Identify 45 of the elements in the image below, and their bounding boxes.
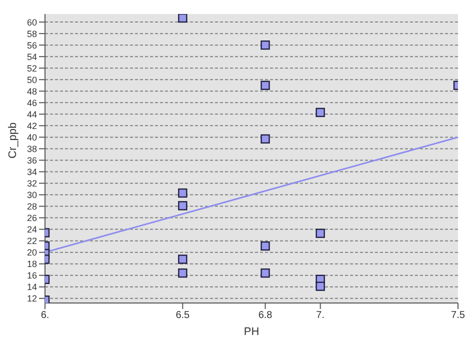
y-tick-label: 18 bbox=[26, 259, 37, 270]
y-tick-label: 50 bbox=[26, 74, 37, 85]
y-tick-label: 12 bbox=[26, 294, 37, 304]
y-tick-label: 24 bbox=[26, 224, 37, 235]
y-tick-label: 22 bbox=[26, 236, 37, 246]
point bbox=[178, 188, 188, 198]
y-axis-title: Cr_ppb bbox=[6, 122, 19, 158]
y-tick-label: 32 bbox=[26, 178, 37, 188]
point bbox=[178, 254, 188, 264]
point bbox=[260, 80, 270, 90]
y-tick-label: 42 bbox=[26, 120, 37, 131]
y-tick-label: 28 bbox=[26, 201, 37, 212]
y-tick-label: 34 bbox=[26, 166, 37, 177]
y-tick-label: 14 bbox=[26, 282, 37, 292]
point bbox=[260, 134, 270, 144]
y-tick-label: 52 bbox=[26, 63, 37, 74]
y-tick-label: 60 bbox=[26, 17, 37, 28]
y-tick-label: 38 bbox=[26, 144, 37, 154]
y-tick-label: 48 bbox=[26, 86, 37, 96]
point bbox=[316, 228, 325, 238]
y-tick-label: 40 bbox=[26, 132, 37, 142]
y-tick-label: 30 bbox=[26, 190, 37, 200]
y-tick-label: 46 bbox=[26, 98, 37, 108]
x-tick-label: 7.5 bbox=[451, 310, 466, 322]
point bbox=[260, 241, 270, 251]
point bbox=[178, 14, 188, 23]
point bbox=[178, 268, 188, 278]
point bbox=[260, 40, 270, 50]
point bbox=[316, 282, 325, 291]
x-tick-label: 7. bbox=[316, 310, 325, 322]
y-tick-label: 16 bbox=[26, 270, 37, 281]
x-tick-label: 6.8 bbox=[258, 310, 273, 322]
y-tick-label: 26 bbox=[26, 212, 37, 223]
x-axis-title: PH bbox=[244, 326, 260, 338]
x-tick-label: 6. bbox=[40, 310, 50, 322]
y-tick-label: 54 bbox=[26, 52, 37, 62]
y-tick-label: 20 bbox=[26, 248, 37, 258]
y-tick-label: 56 bbox=[26, 40, 37, 50]
point bbox=[260, 268, 270, 278]
x-tick-label: 6.5 bbox=[176, 310, 190, 322]
y-tick-label: 36 bbox=[26, 155, 37, 166]
point bbox=[178, 201, 188, 210]
y-tick-label: 44 bbox=[26, 109, 37, 120]
y-tick-label: 58 bbox=[26, 28, 37, 39]
point bbox=[316, 108, 325, 118]
